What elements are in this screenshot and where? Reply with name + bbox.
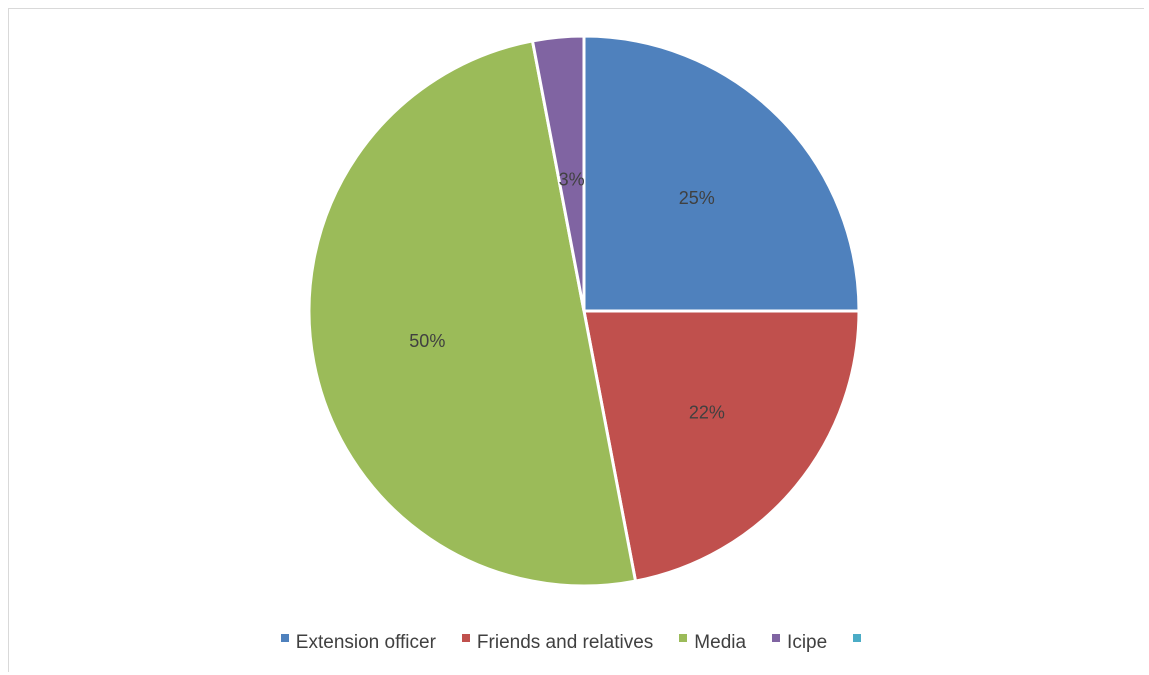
legend-swatch bbox=[461, 634, 470, 642]
legend-item bbox=[853, 634, 868, 647]
legend-label: Friends and relatives bbox=[476, 632, 654, 653]
legend-item: Friends and relatives bbox=[461, 632, 654, 654]
pie-slice-labels: 25% 22% 50% 3% bbox=[409, 170, 725, 423]
legend-item: Extension officer bbox=[280, 632, 436, 654]
legend-swatch bbox=[280, 634, 289, 642]
data-label: 3% bbox=[559, 170, 585, 190]
chart-frame bbox=[8, 8, 1144, 672]
legend-swatch bbox=[679, 634, 688, 642]
legend-item: Media bbox=[679, 632, 746, 654]
legend-item: Icipe bbox=[772, 632, 827, 654]
pie-slices bbox=[307, 34, 861, 588]
chart-legend: Extension officer Friends and relatives Me… bbox=[0, 632, 1149, 654]
legend-swatch bbox=[853, 634, 862, 642]
data-label: 22% bbox=[689, 403, 725, 423]
data-label: 50% bbox=[409, 331, 445, 351]
pie-slice-icipe bbox=[530, 34, 586, 312]
legend-swatch bbox=[772, 634, 781, 642]
pie-slice-media bbox=[307, 39, 638, 588]
legend-label: Media bbox=[694, 632, 747, 653]
data-label: 25% bbox=[679, 188, 715, 208]
pie-slice-friends-and-relatives bbox=[582, 309, 861, 583]
legend-label: Extension officer bbox=[295, 632, 436, 653]
pie-slice-extension-officer bbox=[582, 34, 861, 313]
legend-label: Icipe bbox=[787, 632, 828, 653]
